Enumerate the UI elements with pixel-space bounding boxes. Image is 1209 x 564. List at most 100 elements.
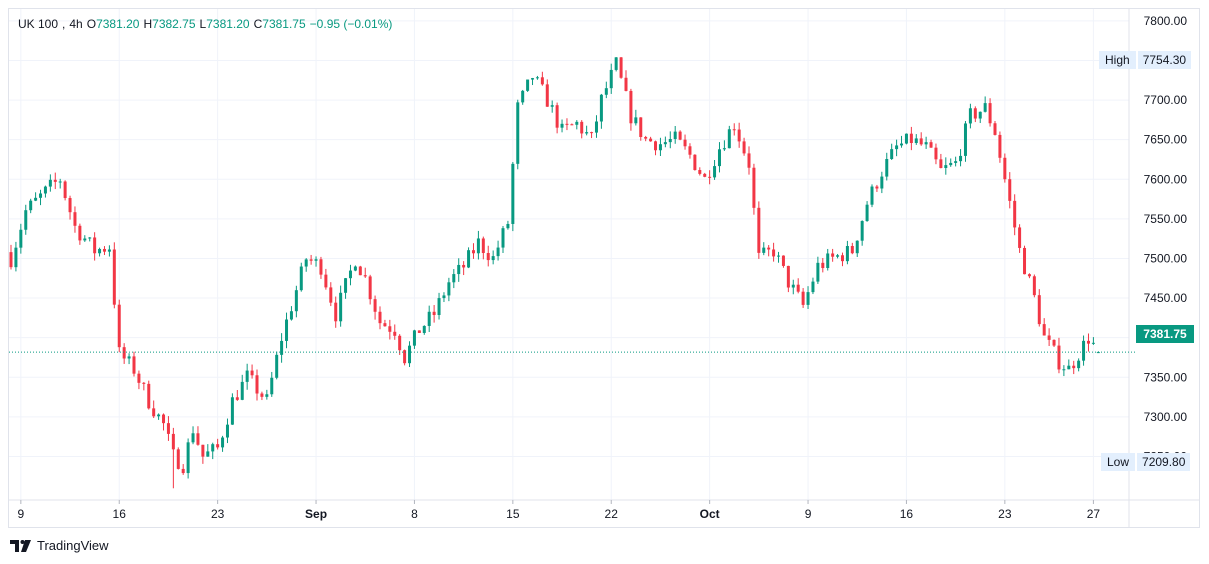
candle-body	[885, 159, 889, 177]
candle-body	[747, 153, 751, 168]
candle-body	[496, 247, 500, 257]
candle-body	[683, 139, 687, 147]
candle-body	[924, 142, 928, 145]
candle-body	[550, 105, 554, 107]
candle-body	[604, 88, 608, 95]
candle-body	[599, 94, 603, 122]
candle-body	[88, 237, 92, 239]
candle-body	[275, 354, 279, 378]
candle-body	[457, 264, 461, 275]
candle-body	[309, 259, 313, 261]
candle-body	[959, 155, 963, 162]
candle-body	[845, 245, 849, 262]
candle-body	[865, 204, 869, 222]
candle-body	[840, 255, 844, 262]
candle-body	[368, 276, 372, 300]
candle-body	[722, 148, 726, 150]
candle-body	[634, 117, 638, 124]
candle-body	[806, 292, 810, 305]
candle-body	[353, 266, 357, 271]
candle-body	[437, 298, 441, 315]
candle-body	[890, 149, 894, 160]
candle-body	[934, 147, 938, 160]
candle-body	[225, 424, 229, 438]
candle-body	[944, 165, 948, 169]
chart-frame[interactable]	[8, 8, 1200, 528]
candle-body	[462, 264, 466, 268]
candle-body	[491, 256, 495, 261]
tradingview-logo[interactable]: TradingView	[10, 538, 109, 553]
candle-body	[201, 444, 205, 457]
candle-body	[285, 319, 289, 341]
symbol-name[interactable]: UK 100	[18, 17, 59, 31]
x-tick-label: 16	[900, 507, 914, 521]
candle-body	[949, 162, 953, 166]
candle-body	[63, 181, 67, 199]
candle-body	[53, 179, 57, 182]
candle-body	[801, 291, 805, 305]
candle-body	[398, 335, 402, 351]
candle-body	[619, 57, 623, 78]
candle-body	[673, 131, 677, 140]
y-tick-label: 7700.00	[1144, 93, 1188, 107]
x-tick-label: 23	[998, 507, 1012, 521]
candle-body	[786, 265, 790, 288]
candle-body	[147, 383, 151, 409]
candle-body	[688, 146, 692, 155]
interval-label[interactable]: 4h	[69, 17, 83, 31]
candle-body	[471, 250, 475, 254]
candle-body	[58, 181, 62, 183]
candle-body	[614, 57, 618, 70]
candle-body	[373, 299, 377, 312]
candle-body	[767, 247, 771, 250]
candle-body	[772, 249, 776, 257]
candle-body	[39, 193, 43, 198]
candle-body	[506, 223, 510, 229]
low-label: L	[199, 17, 207, 31]
candle-body	[900, 143, 904, 146]
candle-body	[255, 375, 259, 394]
candle-body	[34, 197, 38, 201]
candle-body	[781, 255, 785, 266]
candle-body	[363, 275, 367, 277]
close-label: C	[253, 17, 263, 31]
candle-body	[875, 186, 879, 189]
candle-body	[565, 123, 569, 125]
open-label: O	[86, 17, 97, 31]
candle-body	[476, 238, 480, 254]
candle-body	[43, 186, 47, 194]
y-tick-label: 7500.00	[1144, 251, 1188, 265]
high-tag-value: 7754.30	[1137, 51, 1192, 69]
low-tag: Low 7209.80	[1101, 453, 1191, 471]
candle-body	[663, 142, 667, 145]
candle-body	[48, 179, 52, 187]
candle-body	[516, 102, 520, 164]
candle-body	[221, 437, 225, 448]
candle-body	[98, 248, 102, 254]
candle-body	[968, 108, 972, 124]
low-value: 7381.20	[206, 17, 250, 31]
candle-body	[1003, 157, 1007, 180]
candle-body	[427, 311, 431, 326]
candle-body	[452, 274, 456, 283]
candle-body	[570, 124, 574, 126]
candle-body	[260, 393, 264, 397]
candle-body	[1018, 227, 1022, 248]
candle-body	[417, 330, 421, 333]
candle-body	[344, 278, 348, 293]
candle-body	[1027, 274, 1031, 277]
candle-body	[152, 408, 156, 417]
candle-body	[850, 245, 854, 254]
candle-body	[304, 259, 308, 267]
candle-body	[403, 350, 407, 364]
candle-body	[162, 414, 166, 424]
x-tick-label: 23	[211, 507, 225, 521]
candle-body	[658, 144, 662, 151]
candle-body	[408, 345, 412, 364]
candle-body	[929, 142, 933, 148]
y-tick-label: 7550.00	[1144, 212, 1188, 226]
candle-body	[713, 166, 717, 178]
candle-body	[1008, 179, 1012, 201]
candle-body	[585, 132, 589, 134]
